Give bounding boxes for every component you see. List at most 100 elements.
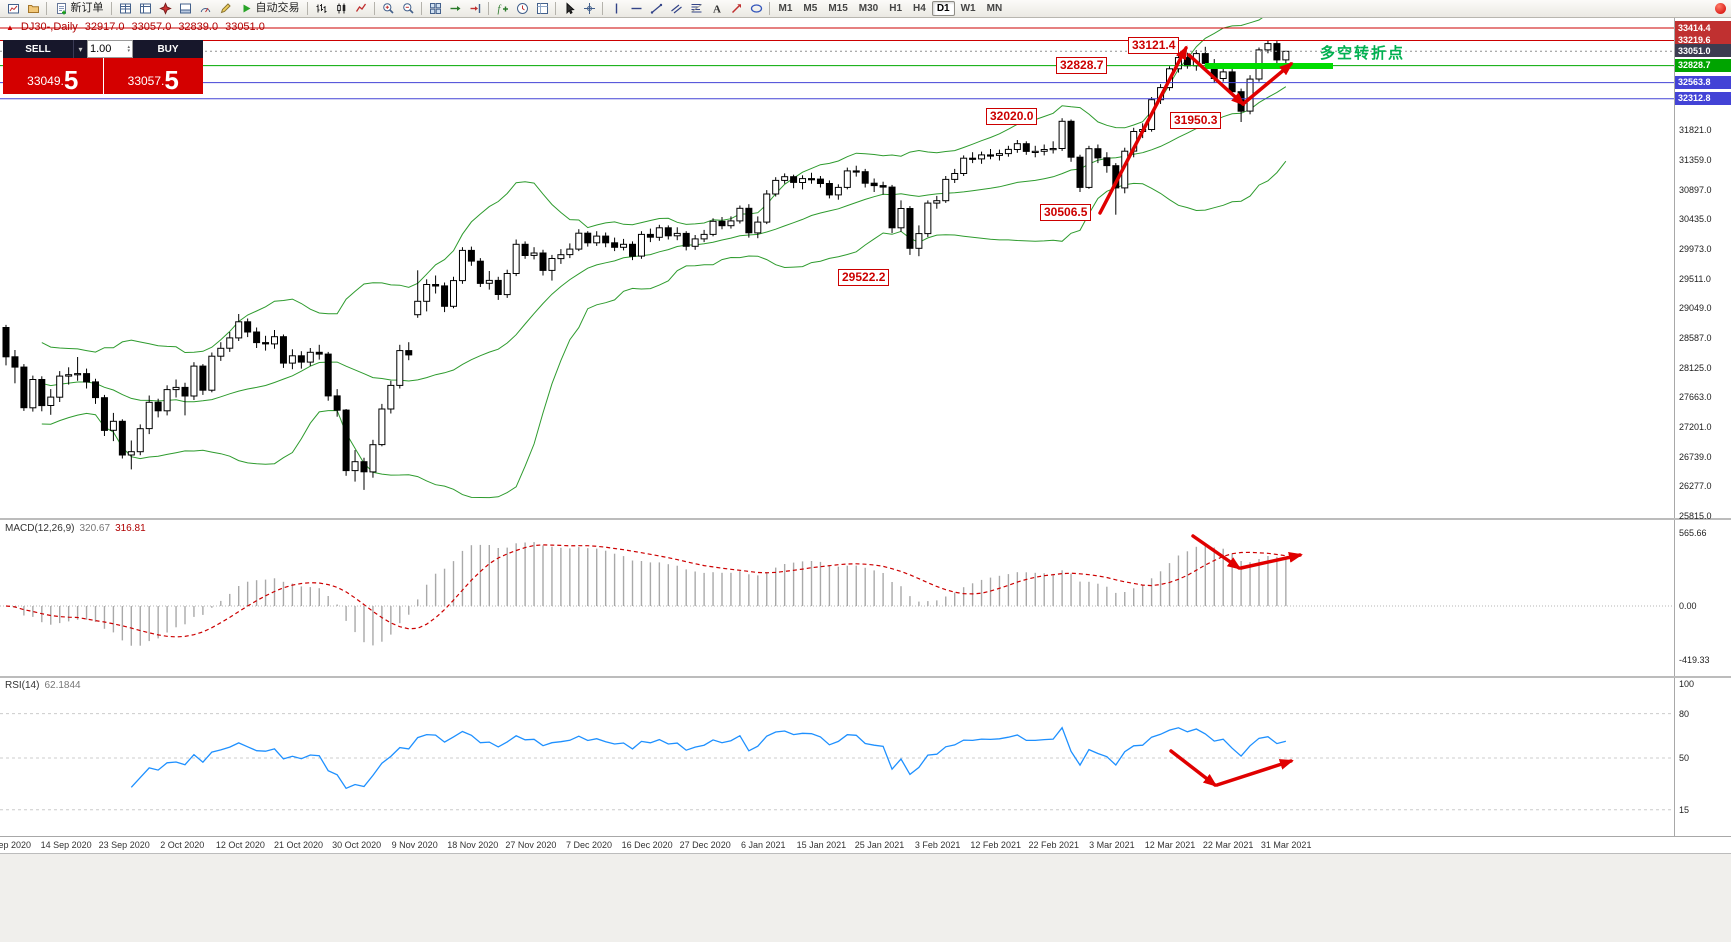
timeframe-w1[interactable]: W1 bbox=[960, 3, 976, 14]
equidistant-channel-icon[interactable] bbox=[667, 0, 686, 17]
rsi-tick: 80 bbox=[1679, 708, 1690, 719]
toolbar-separator bbox=[46, 2, 47, 15]
timeframe-m30[interactable]: M30 bbox=[858, 3, 879, 14]
profiles-icon[interactable] bbox=[24, 0, 43, 17]
time-axis-label: 12 Mar 2021 bbox=[1144, 840, 1196, 850]
sell-button[interactable]: SELL bbox=[3, 40, 73, 58]
auto-scroll-icon[interactable] bbox=[446, 0, 465, 17]
macd-main-value: 320.67 bbox=[79, 523, 111, 534]
price-tag: 33414.4 bbox=[1675, 21, 1731, 34]
toolbar-separator bbox=[488, 2, 489, 15]
price-tick: 28587.0 bbox=[1679, 332, 1712, 343]
horizontal-line-icon[interactable] bbox=[627, 0, 646, 17]
chart-shift-icon[interactable] bbox=[466, 0, 485, 17]
rsi-value: 62.1844 bbox=[44, 680, 81, 691]
price-tick: 28125.0 bbox=[1679, 362, 1712, 373]
line-chart-icon[interactable] bbox=[352, 0, 371, 17]
zoom-in-icon[interactable] bbox=[379, 0, 398, 17]
autotrading-button[interactable]: 自动交易 bbox=[236, 0, 304, 17]
price-axis-border bbox=[1674, 18, 1675, 852]
price-tag: 32312.8 bbox=[1675, 91, 1731, 105]
tile-windows-icon[interactable] bbox=[426, 0, 445, 17]
timeframe-m1[interactable]: M1 bbox=[778, 3, 793, 14]
timeframe-m5[interactable]: M5 bbox=[803, 3, 818, 14]
price-annotation[interactable]: 33121.4 bbox=[1128, 37, 1180, 54]
price-tick: 29049.0 bbox=[1679, 303, 1712, 314]
sell-price-panel[interactable]: 33049. 5 bbox=[3, 58, 103, 94]
data-window-icon[interactable] bbox=[136, 0, 155, 17]
cursor-icon[interactable] bbox=[560, 0, 579, 17]
time-axis-label: 16 Dec 2020 bbox=[621, 840, 673, 850]
chart-flag-icon: ▲ bbox=[6, 22, 14, 32]
macd-tick: 0.00 bbox=[1679, 601, 1697, 612]
fibonacci-icon[interactable] bbox=[687, 0, 706, 17]
strategy-tester-icon[interactable] bbox=[196, 0, 215, 17]
rsi-tick: 15 bbox=[1679, 804, 1690, 815]
vertical-line-icon[interactable] bbox=[607, 0, 626, 17]
price-annotation[interactable]: 32828.7 bbox=[1056, 57, 1108, 74]
price-tick: 31359.0 bbox=[1679, 154, 1712, 165]
price-tag: 33219.6 bbox=[1675, 33, 1731, 47]
ohlc-high: 33057.0 bbox=[131, 21, 172, 33]
price-tag: 33051.0 bbox=[1675, 44, 1731, 58]
buy-button[interactable]: BUY bbox=[133, 40, 203, 58]
panel-separator-rsi[interactable] bbox=[0, 676, 1731, 678]
navigator-icon[interactable] bbox=[156, 0, 175, 17]
macd-name: MACD(12,26,9) bbox=[5, 523, 75, 534]
panel-separator-macd[interactable] bbox=[0, 518, 1731, 520]
price-annotation[interactable]: 31950.3 bbox=[1170, 112, 1222, 129]
svg-text:f: f bbox=[497, 4, 501, 15]
time-axis-label: 21 Oct 2020 bbox=[273, 840, 324, 850]
new-chart-icon[interactable] bbox=[4, 0, 23, 17]
time-axis-label: 6 Jan 2021 bbox=[741, 840, 786, 850]
templates-icon[interactable] bbox=[533, 0, 552, 17]
timeframe-h1[interactable]: H1 bbox=[889, 3, 903, 14]
time-axis-label: 7 Dec 2020 bbox=[565, 840, 613, 850]
toolbar-separator bbox=[374, 2, 375, 15]
timeframe-m15[interactable]: M15 bbox=[828, 3, 848, 14]
buy-price-pips: 5 bbox=[164, 65, 179, 95]
timeframe-h4[interactable]: H4 bbox=[913, 3, 926, 14]
arrow-tools-icon[interactable] bbox=[727, 0, 746, 17]
sell-options-caret-icon[interactable]: ▾ bbox=[73, 40, 87, 58]
trendline-icon[interactable] bbox=[647, 0, 666, 17]
time-axis-label: 25 Jan 2021 bbox=[854, 840, 905, 850]
volume-input[interactable]: 1.00 ▴ ▾ bbox=[87, 40, 133, 58]
price-annotation[interactable]: 32020.0 bbox=[986, 108, 1038, 125]
price-tick: 31821.0 bbox=[1679, 125, 1712, 136]
price-annotation[interactable]: 29522.2 bbox=[838, 269, 890, 286]
periods-icon[interactable] bbox=[513, 0, 532, 17]
time-axis-label: 3 Sep 2020 bbox=[0, 840, 32, 850]
time-axis-label: 27 Dec 2020 bbox=[679, 840, 731, 850]
candle-chart-icon[interactable] bbox=[332, 0, 351, 17]
text-icon[interactable]: A bbox=[707, 0, 726, 17]
terminal-icon[interactable] bbox=[176, 0, 195, 17]
time-axis[interactable]: 3 Sep 2020 14 Sep 2020 23 Sep 2020 2 Oct 20… bbox=[0, 836, 1731, 853]
chart-plot[interactable] bbox=[0, 18, 1674, 836]
crosshair-icon[interactable] bbox=[580, 0, 599, 17]
zoom-out-icon[interactable] bbox=[399, 0, 418, 17]
rsi-name: RSI(14) bbox=[5, 680, 40, 691]
volume-spinner[interactable]: ▴ ▾ bbox=[127, 45, 130, 54]
toolbar-separator bbox=[769, 2, 770, 15]
price-tick: 26277.0 bbox=[1679, 481, 1712, 492]
status-area bbox=[0, 853, 1731, 942]
price-tag: 32828.7 bbox=[1675, 58, 1731, 72]
timeframe-mn[interactable]: MN bbox=[986, 3, 1003, 14]
timeframe-d1[interactable]: D1 bbox=[931, 1, 955, 16]
bar-chart-icon[interactable] bbox=[312, 0, 331, 17]
price-annotation[interactable]: 30506.5 bbox=[1040, 204, 1092, 221]
market-watch-icon[interactable] bbox=[116, 0, 135, 17]
ohlc-close: 33051.0 bbox=[225, 21, 265, 33]
indicators-icon[interactable]: f bbox=[493, 0, 512, 17]
note-annotation[interactable]: 多空转折点 bbox=[1320, 45, 1406, 62]
time-axis-label: 12 Feb 2021 bbox=[970, 840, 1021, 850]
new-order-button[interactable]: 新订单 bbox=[51, 0, 108, 17]
svg-text:A: A bbox=[713, 4, 721, 16]
buy-price-panel[interactable]: 33057. 5 bbox=[103, 58, 203, 95]
metaeditor-icon[interactable] bbox=[216, 0, 235, 17]
macd-tick: 565.66 bbox=[1679, 528, 1707, 538]
spinner-down-icon[interactable]: ▾ bbox=[127, 48, 130, 54]
shapes-icon[interactable] bbox=[747, 0, 766, 17]
